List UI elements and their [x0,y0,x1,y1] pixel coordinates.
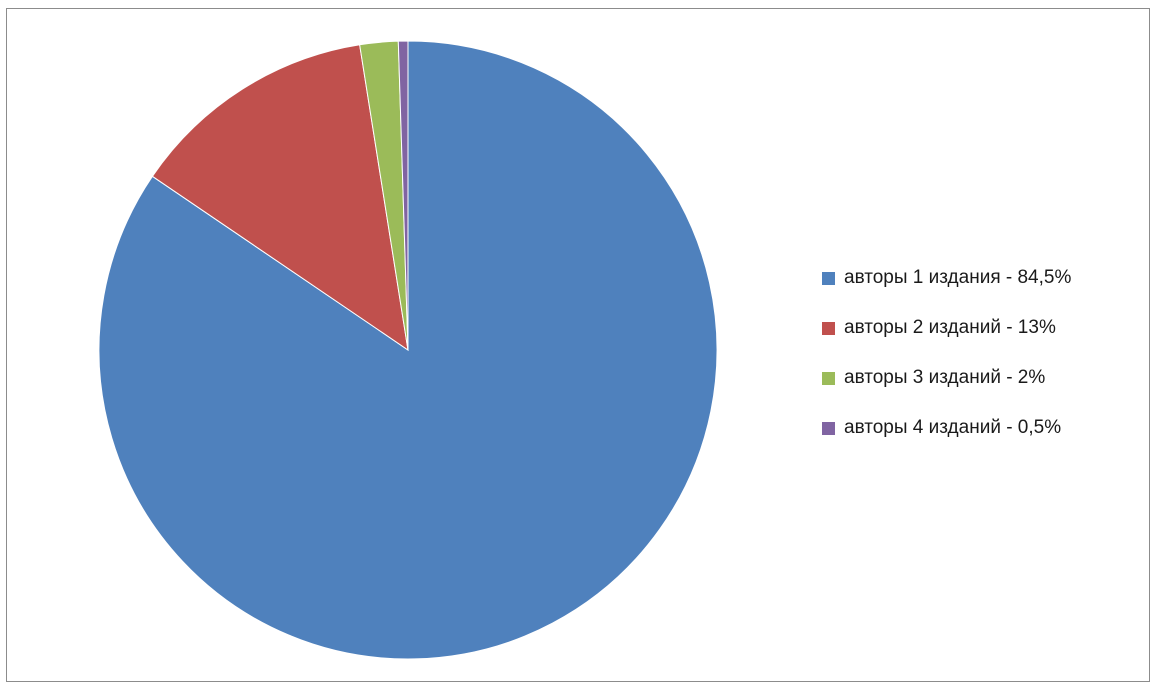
legend-item-2: авторы 2 изданий - 13% [822,316,1071,340]
pie-slice-4 [397,40,409,351]
legend-label-2: авторы 2 изданий - 13% [844,317,1056,338]
legend-swatch-1 [822,271,835,285]
legend-swatch-3 [822,371,835,385]
legend: авторы 1 издания - 84,5% авторы 2 издани… [822,266,1071,466]
legend-label-3: авторы 3 изданий - 2% [844,367,1046,388]
legend-label-1: авторы 1 издания - 84,5% [844,267,1072,288]
legend-swatch-4 [822,421,835,435]
legend-item-1: авторы 1 издания - 84,5% [822,266,1071,290]
legend-swatch-2 [822,321,835,335]
legend-item-3: авторы 3 изданий - 2% [822,366,1071,390]
legend-item-4: авторы 4 изданий - 0,5% [822,416,1071,440]
legend-label-4: авторы 4 изданий - 0,5% [844,417,1062,438]
pie-slice-2 [151,44,409,352]
